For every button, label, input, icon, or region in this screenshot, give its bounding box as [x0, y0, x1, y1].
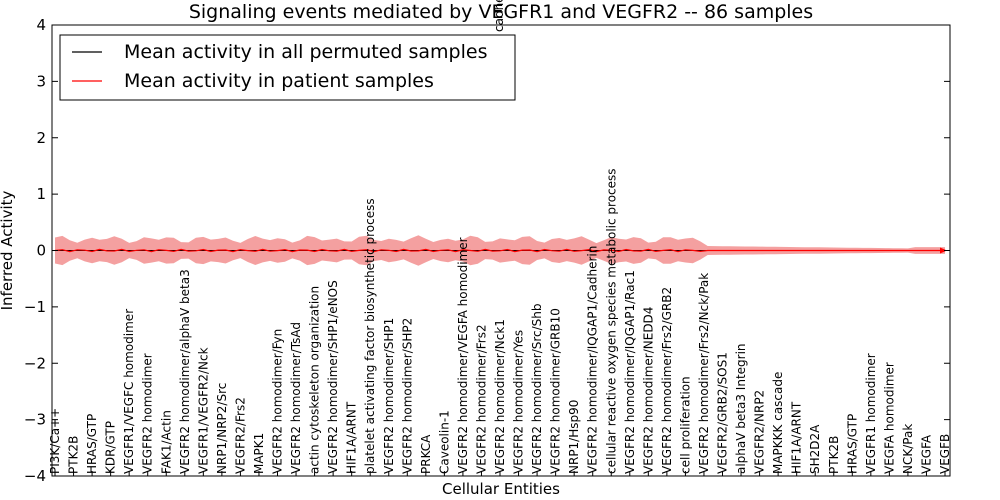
chart-title: Signaling events mediated by VEGFR1 and …	[189, 1, 813, 23]
x-tick-label: VEGFR1 homodimer	[864, 353, 878, 474]
y-tick-label: 3	[36, 72, 46, 90]
x-tick-label: NCK/Pak	[901, 424, 915, 474]
x-tick-label: VEGFR1/VEGFR2/Nck	[196, 347, 210, 474]
patient-mean-line	[54, 248, 945, 253]
x-tick-label: VEGFR2 homodimer/Src/Shb	[530, 303, 544, 474]
x-tick-label: cellular reactive oxygen species metabol…	[604, 168, 618, 474]
x-tick-label: VEGFA homodimer	[882, 362, 896, 474]
title-overlap-fragment: cadherin	[492, 0, 506, 32]
x-tick-label: VEGFR2 homodimer/Frs2	[475, 324, 489, 474]
x-tick-label: PTK2B	[827, 436, 841, 474]
y-tick-label: 1	[36, 185, 46, 203]
x-tick-label: VEGFR2/GRB2/SOS1	[716, 352, 730, 474]
x-tick-label: FAK1/Actin	[159, 410, 173, 474]
x-tick-label: VEGFR2 homodimer/Nck1	[493, 319, 507, 474]
x-tick-label: HIF1A/ARNT	[790, 401, 804, 474]
x-tick-label: VEGFR2/NRP2	[753, 390, 767, 474]
x-tick-label: VEGFR1/VEGFC homodimer	[122, 309, 136, 474]
x-tick-label: cell proliferation	[678, 376, 692, 474]
x-tick-label: alphaV beta3 Integrin	[734, 343, 748, 474]
x-tick-label: Caveolin-1	[437, 410, 451, 474]
x-tick-label: NRP1/Hsp90	[567, 400, 581, 474]
x-tick-label: VEGFR2 homodimer/SHP2	[400, 318, 414, 474]
x-tick-label: VEGFR2 homodimer/Fyn	[271, 329, 285, 474]
patient-mean-end-marker	[940, 247, 947, 254]
x-tick-label: VEGFR2 homodimer/SHP1/eNOS	[326, 280, 340, 474]
x-tick-label: VEGFR2/Frs2	[233, 397, 247, 474]
x-tick-label: platelet activating factor biosynthetic …	[363, 198, 377, 474]
x-tick-label: VEGFR2 homodimer/TsAd	[289, 322, 303, 474]
x-tick-label: VEGFR2 homodimer	[141, 353, 155, 474]
y-tick-label: −3	[24, 411, 46, 429]
x-tick-label: PTK2B	[67, 436, 81, 474]
x-tick-label: VEGFR2 homodimer/Frs2/GRB2	[660, 287, 674, 474]
x-tick-label: VEGFR2 homodimer/IQGAP1/Cadherin	[586, 246, 600, 474]
x-tick-label: VEGFA	[920, 434, 934, 474]
y-tick-label: −2	[24, 354, 46, 372]
x-tick-label: VEGFR2 homodimer/SHP1	[382, 318, 396, 474]
x-tick-label: VEGFR2 homodimer/Frs2/Nck/Pak	[697, 273, 711, 474]
x-tick-label: VEGFR2 homodimer/Yes	[512, 330, 526, 474]
x-tick-label: HRAS/GTP	[845, 414, 859, 474]
x-tick-label: MAPKKK cascade	[771, 372, 785, 474]
y-tick-label: −4	[24, 467, 46, 485]
x-tick-label: VEGFR2 homodimer/VEGFA homodimer	[456, 237, 470, 474]
x-tick-label: VEGFB	[938, 434, 952, 474]
legend-box	[59, 34, 516, 101]
x-tick-label: VEGFR2 homodimer/IQGAP1/Rac1	[623, 270, 637, 474]
y-tick-label: 2	[36, 129, 46, 147]
x-tick-label: MAPK1	[252, 433, 266, 474]
x-tick-label: NRP1/NRP2/Src	[215, 383, 229, 474]
x-tick-label: VEGFR2 homodimer/GRB10	[549, 308, 563, 474]
x-tick-label: VEGFR2 homodimer/NEDD4	[641, 307, 655, 474]
y-tick-label: 0	[36, 242, 46, 260]
x-tick-label: VEGFR2 homodimer/alphaV beta3	[178, 269, 192, 474]
x-tick-label: HRAS/GTP	[85, 414, 99, 474]
y-axis-label: Inferred Activity	[0, 190, 16, 310]
y-tick-label: 4	[36, 16, 46, 34]
x-tick-label: PRKCA	[419, 434, 433, 474]
x-tick-label: KDR/GTP	[104, 421, 118, 474]
x-axis-label: Cellular Entities	[442, 480, 560, 498]
x-tick-label: PI3K/Ca++	[48, 408, 62, 474]
x-tick-label: HIF1A/ARNT	[345, 401, 359, 474]
x-tick-label: actin cytoskeleton organization	[308, 286, 322, 474]
y-tick-label: −1	[24, 298, 46, 316]
legend-label-patient: Mean activity in patient samples	[124, 70, 434, 92]
x-tick-label: SH2D2A	[808, 424, 822, 474]
legend-label-permuted: Mean activity in all permuted samples	[124, 41, 487, 63]
